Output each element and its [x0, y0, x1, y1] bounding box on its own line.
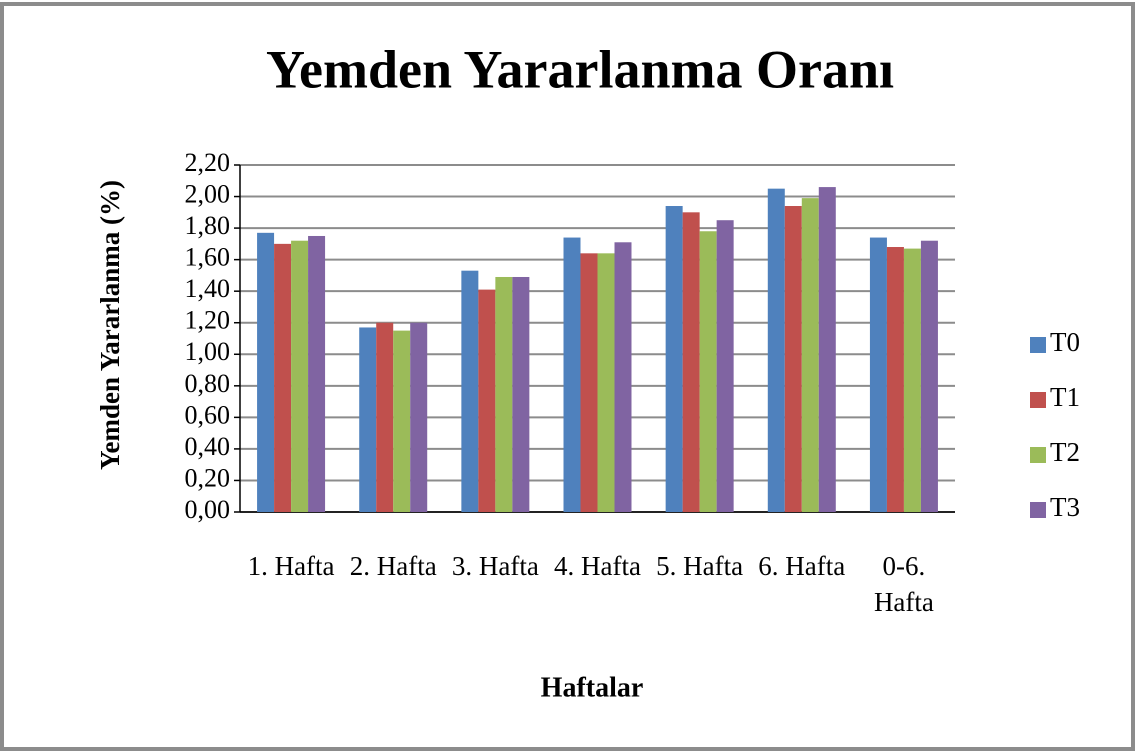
- y-tick-label: 0,20: [185, 463, 231, 492]
- x-tick-label: 6. Hafta: [758, 551, 846, 581]
- y-tick-label: 2,00: [185, 180, 231, 209]
- y-tick-label: 0,80: [185, 369, 231, 398]
- bar: [903, 248, 921, 512]
- legend-swatch: [1030, 447, 1046, 463]
- bar: [580, 253, 598, 512]
- bar: [716, 220, 734, 513]
- bar: [597, 253, 615, 512]
- legend-swatch: [1030, 337, 1046, 353]
- bar: [869, 237, 887, 512]
- x-tick-label: 1. Hafta: [247, 551, 335, 581]
- bar: [767, 188, 785, 512]
- x-tick-label: 3. Hafta: [451, 551, 539, 581]
- y-tick-label: 1,20: [185, 306, 231, 335]
- bar: [784, 206, 802, 512]
- y-axis-label: Yemden Yararlanma (%): [95, 180, 125, 470]
- y-tick-label: 0,60: [185, 400, 231, 429]
- x-tick-label: 5. Hafta: [656, 551, 744, 581]
- bar: [257, 232, 275, 512]
- y-tick-label: 0,00: [185, 495, 231, 524]
- bar: [359, 327, 377, 512]
- x-tick-label: 2. Hafta: [349, 551, 437, 581]
- bar: [461, 270, 479, 512]
- x-tick-label: 0-6. Hafta: [873, 551, 934, 617]
- bar: [801, 198, 819, 512]
- bar: [920, 240, 938, 512]
- bar: [818, 187, 836, 512]
- bar: [495, 276, 513, 512]
- bar: [274, 243, 292, 512]
- legend-swatch: [1030, 502, 1046, 518]
- y-tick-label: 1,40: [185, 274, 231, 303]
- y-tick-label: 1,00: [185, 337, 231, 366]
- legend-label: T3: [1050, 492, 1080, 522]
- legend-label: T1: [1050, 382, 1080, 412]
- bar: [291, 240, 309, 512]
- y-tick-label: 2,20: [185, 148, 231, 177]
- bar: [410, 322, 428, 512]
- bar: [699, 231, 717, 512]
- bar: [682, 212, 700, 512]
- bar: [376, 322, 394, 512]
- bar: [614, 242, 632, 512]
- bar: [665, 206, 683, 512]
- x-axis-label: Haftalar: [541, 672, 644, 703]
- y-tick-label: 1,60: [185, 243, 231, 272]
- legend-label: T0: [1050, 327, 1080, 357]
- x-tick-label: 4. Hafta: [554, 551, 641, 581]
- bar: [563, 237, 581, 512]
- chart-title: Yemden Yararlanma Oranı: [266, 39, 894, 99]
- bar: [478, 289, 496, 512]
- bar: [512, 276, 530, 512]
- y-tick-label: 1,80: [185, 211, 231, 240]
- bar: [393, 330, 411, 512]
- bar: [308, 235, 326, 512]
- y-tick-label: 0,40: [185, 432, 231, 461]
- legend-swatch: [1030, 392, 1046, 408]
- legend-label: T2: [1050, 437, 1080, 467]
- bar: [886, 247, 904, 512]
